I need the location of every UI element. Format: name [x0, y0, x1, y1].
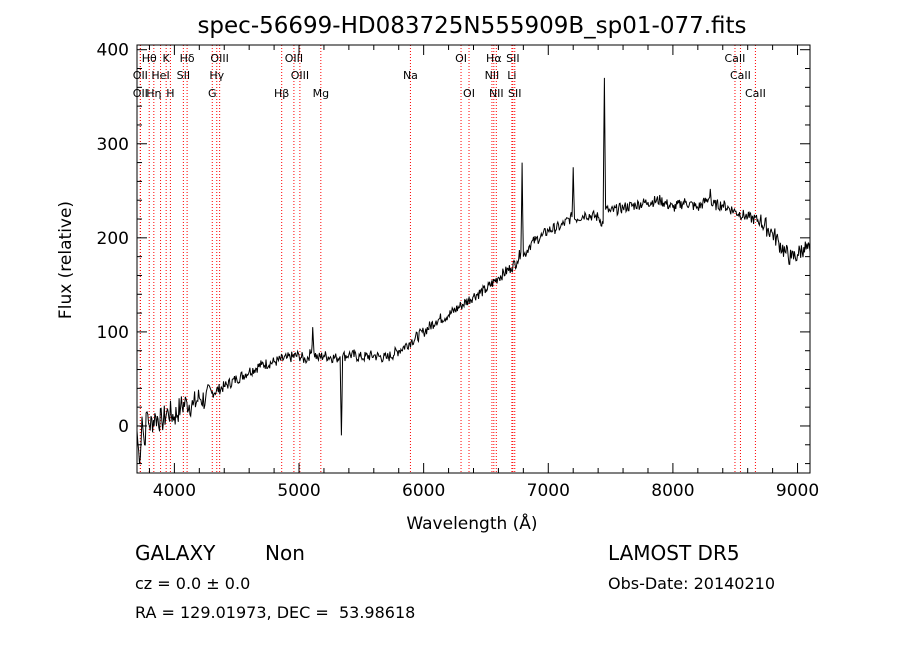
line-label: Hα [486, 52, 502, 65]
line-label: H [166, 87, 174, 100]
line-label: OI [455, 52, 467, 65]
axes: 4000 5000 6000 7000 8000 9000 0 100 200 300 400 [97, 41, 820, 501]
line-label: Hη [146, 87, 161, 100]
x-tick-label: 9000 [776, 481, 819, 501]
line-label: OIII [291, 69, 309, 82]
line-label: K [163, 52, 171, 65]
coordinates: RA = 129.01973, DEC = 53.98618 [135, 603, 416, 622]
line-label: CaII [725, 52, 746, 65]
object-subclass: Non [265, 541, 305, 565]
x-tick-label: 8000 [651, 481, 694, 501]
emission-line-markers [139, 45, 756, 473]
line-label: CaII [745, 87, 766, 100]
line-label: OI [463, 87, 475, 100]
line-label: Na [403, 69, 418, 82]
x-axis-label: Wavelength (Å) [406, 512, 537, 534]
y-tick-label: 200 [97, 229, 129, 249]
line-label: Li [507, 69, 516, 82]
line-label: OIII [285, 52, 303, 65]
line-label: CaII [730, 69, 751, 82]
y-tick-label: 400 [97, 41, 129, 61]
y-tick-label: 0 [118, 417, 129, 437]
x-tick-label: 6000 [402, 481, 445, 501]
plot-frame [136, 44, 811, 474]
x-tick-label: 7000 [527, 481, 570, 501]
redshift-line: cz = 0.0 ± 0.0 [135, 574, 251, 593]
line-label: SII [177, 69, 190, 82]
line-label: NII [489, 87, 504, 100]
line-label: HeI [151, 69, 169, 82]
line-label: Hβ [274, 87, 289, 100]
chart-title: spec-56699-HD083725N555909B_sp01-077.fit… [197, 13, 746, 39]
line-label: NII [485, 69, 500, 82]
observation-date: Obs-Date: 20140210 [608, 574, 776, 593]
line-label: Hδ [180, 52, 195, 65]
line-label: Hθ [142, 52, 157, 65]
line-label: OIII [210, 52, 228, 65]
line-label: SII [506, 52, 519, 65]
spectrum-series [136, 77, 811, 464]
y-tick-label: 100 [97, 323, 129, 343]
spectrum-line [136, 77, 811, 464]
line-label: SII [508, 87, 521, 100]
y-tick-label: 300 [97, 135, 129, 155]
y-axis-label: Flux (relative) [56, 201, 76, 319]
x-tick-label: 5000 [277, 481, 320, 501]
survey-name: LAMOST DR5 [608, 541, 740, 565]
line-label: Mg [313, 87, 329, 100]
x-tick-label: 4000 [153, 481, 196, 501]
object-class: GALAXY [135, 541, 216, 565]
line-label: Hγ [209, 69, 224, 82]
line-label: G [208, 87, 217, 100]
line-label: OII [133, 69, 148, 82]
